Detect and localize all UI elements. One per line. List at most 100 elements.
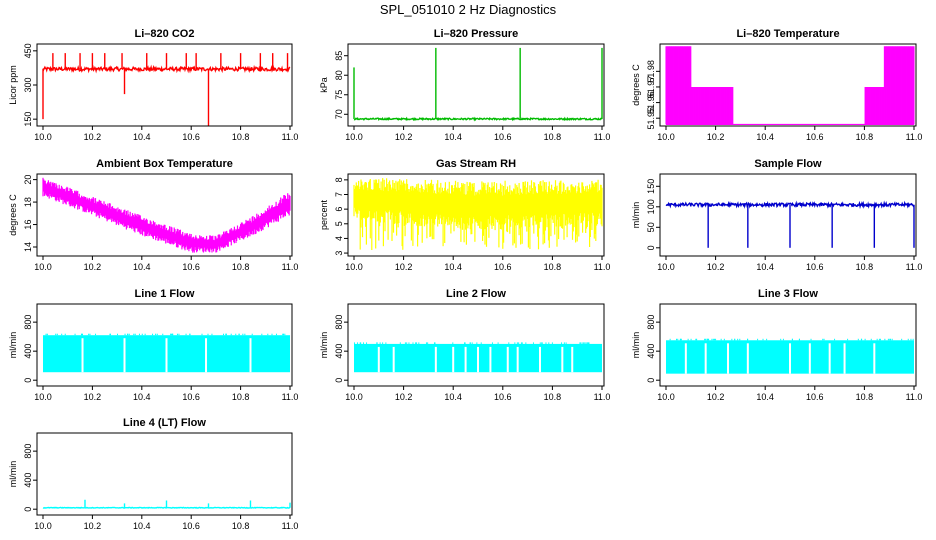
y-tick-label: 0: [646, 378, 656, 383]
y-tick-label: 5: [334, 221, 344, 226]
x-tick-label: 10.6: [806, 132, 824, 142]
x-tick-label: 11.0: [594, 262, 611, 272]
y-tick-label: 51.98: [646, 60, 656, 83]
panel-co2: Li–820 CO2 10.0 10.2 10.4 10.6 10.8 11.0 150 300…: [8, 28, 298, 142]
panel-rh: Gas Stream RH 10.0 10.2 10.4 10.6 10.8 11.0 3 4 5…: [319, 158, 610, 272]
y-tick-label: 800: [646, 315, 656, 330]
panel-title: Line 3 Flow: [758, 288, 818, 300]
x-tick-label: 10.0: [657, 132, 675, 142]
y-axis-label: degrees C: [8, 194, 18, 236]
flow-gap: [828, 343, 831, 374]
y-tick-label: 75: [334, 90, 344, 100]
panel-title: Ambient Box Temperature: [96, 158, 233, 170]
x-tick-label: 11.0: [906, 392, 923, 402]
x-tick-label: 10.8: [232, 521, 250, 531]
y-tick-label: 0: [23, 507, 33, 512]
y-tick-label: 3: [334, 251, 344, 256]
x-tick-label: 10.2: [84, 262, 102, 272]
plot-frame: [347, 173, 605, 257]
y-tick-label: 50: [646, 222, 656, 232]
x-tick-label: 10.2: [707, 392, 725, 402]
x-tick-label: 10.8: [544, 132, 562, 142]
y-axis-label: ml/min: [631, 202, 641, 229]
x-tick-label: 10.0: [34, 521, 52, 531]
figure-title: SPL_051010 2 Hz Diagnostics: [380, 2, 557, 17]
x-tick-label: 10.6: [182, 392, 200, 402]
x-tick-label: 10.2: [84, 392, 102, 402]
x-tick-label: 10.6: [494, 132, 512, 142]
series-ambient: [42, 177, 291, 253]
x-tick-label: 10.2: [707, 132, 725, 142]
flow-gap: [704, 343, 707, 374]
x-tick-label: 10.0: [34, 262, 52, 272]
x-tick-label: 10.0: [34, 392, 52, 402]
series-sample: [665, 200, 915, 248]
y-tick-label: 100: [646, 199, 656, 214]
series-co2: [42, 53, 291, 126]
panel-title: Sample Flow: [754, 158, 822, 170]
series-line2: [353, 342, 602, 373]
x-tick-label: 10.0: [34, 132, 52, 142]
flow-gap: [789, 343, 791, 374]
y-tick-label: 4: [334, 236, 344, 241]
x-tick-label: 10.2: [395, 262, 413, 272]
flow-gap: [464, 346, 467, 373]
x-tick-label: 10.6: [182, 132, 200, 142]
x-tick-label: 10.2: [84, 132, 102, 142]
series-line1: [43, 333, 290, 373]
y-axis-label: ml/min: [319, 332, 329, 359]
x-tick-label: 10.6: [182, 262, 200, 272]
panel-title: Line 4 (LT) Flow: [123, 417, 206, 429]
x-tick-label: 10.8: [232, 132, 250, 142]
x-tick-label: 11.0: [594, 132, 611, 142]
y-tick-label: 300: [23, 77, 33, 92]
panel-title: Li–820 CO2: [135, 28, 195, 40]
y-tick-label: 7: [334, 192, 344, 197]
y-tick-label: 400: [23, 473, 33, 488]
flow-gap: [434, 346, 437, 373]
panel-sample: Sample Flow 10.0 10.2 10.4 10.6 10.8 11.0 0 50 10…: [631, 158, 922, 272]
x-tick-label: 10.0: [345, 262, 363, 272]
x-tick-label: 10.4: [444, 262, 462, 272]
y-tick-label: 400: [23, 344, 33, 359]
panel-line1: Line 1 Flow 10.0 10.2 10.4 10.6 10.8 11.0 0 400 8…: [8, 288, 298, 402]
x-tick-label: 10.2: [395, 392, 413, 402]
x-tick-label: 11.0: [282, 132, 299, 142]
x-tick-label: 10.4: [133, 132, 151, 142]
series-rh: [353, 178, 603, 250]
x-tick-label: 11.0: [282, 521, 299, 531]
y-tick-label: 0: [334, 378, 344, 383]
plot-frame: [36, 432, 293, 516]
x-tick-label: 10.4: [756, 262, 774, 272]
y-tick-label: 16: [23, 220, 33, 230]
y-tick-label: 51.97: [646, 76, 656, 99]
flow-gap: [539, 346, 541, 373]
x-tick-label: 10.0: [657, 262, 675, 272]
x-tick-label: 10.4: [133, 392, 151, 402]
x-tick-label: 10.8: [856, 262, 874, 272]
flow-gap: [561, 346, 564, 373]
panel-line4: Line 4 (LT) Flow 10.0 10.2 10.4 10.6 10.8 11.0…: [8, 417, 298, 531]
y-tick-label: 800: [23, 444, 33, 459]
panel-title: Line 2 Flow: [446, 288, 506, 300]
y-tick-label: 18: [23, 197, 33, 207]
flow-gap: [123, 338, 126, 373]
x-tick-label: 10.6: [806, 392, 824, 402]
x-tick-label: 11.0: [282, 262, 299, 272]
x-tick-label: 10.8: [544, 262, 562, 272]
x-tick-label: 10.4: [756, 132, 774, 142]
plot-frame: [659, 173, 917, 257]
x-tick-label: 10.8: [856, 132, 874, 142]
x-tick-label: 10.8: [544, 392, 562, 402]
x-tick-label: 11.0: [594, 392, 611, 402]
x-tick-label: 10.2: [395, 132, 413, 142]
plot-frame: [659, 303, 917, 387]
y-tick-label: 150: [23, 112, 33, 127]
y-tick-label: 85: [334, 51, 344, 61]
y-tick-label: 70: [334, 109, 344, 119]
flow-gap: [873, 343, 876, 374]
x-tick-label: 10.4: [756, 392, 774, 402]
x-tick-label: 10.6: [182, 521, 200, 531]
